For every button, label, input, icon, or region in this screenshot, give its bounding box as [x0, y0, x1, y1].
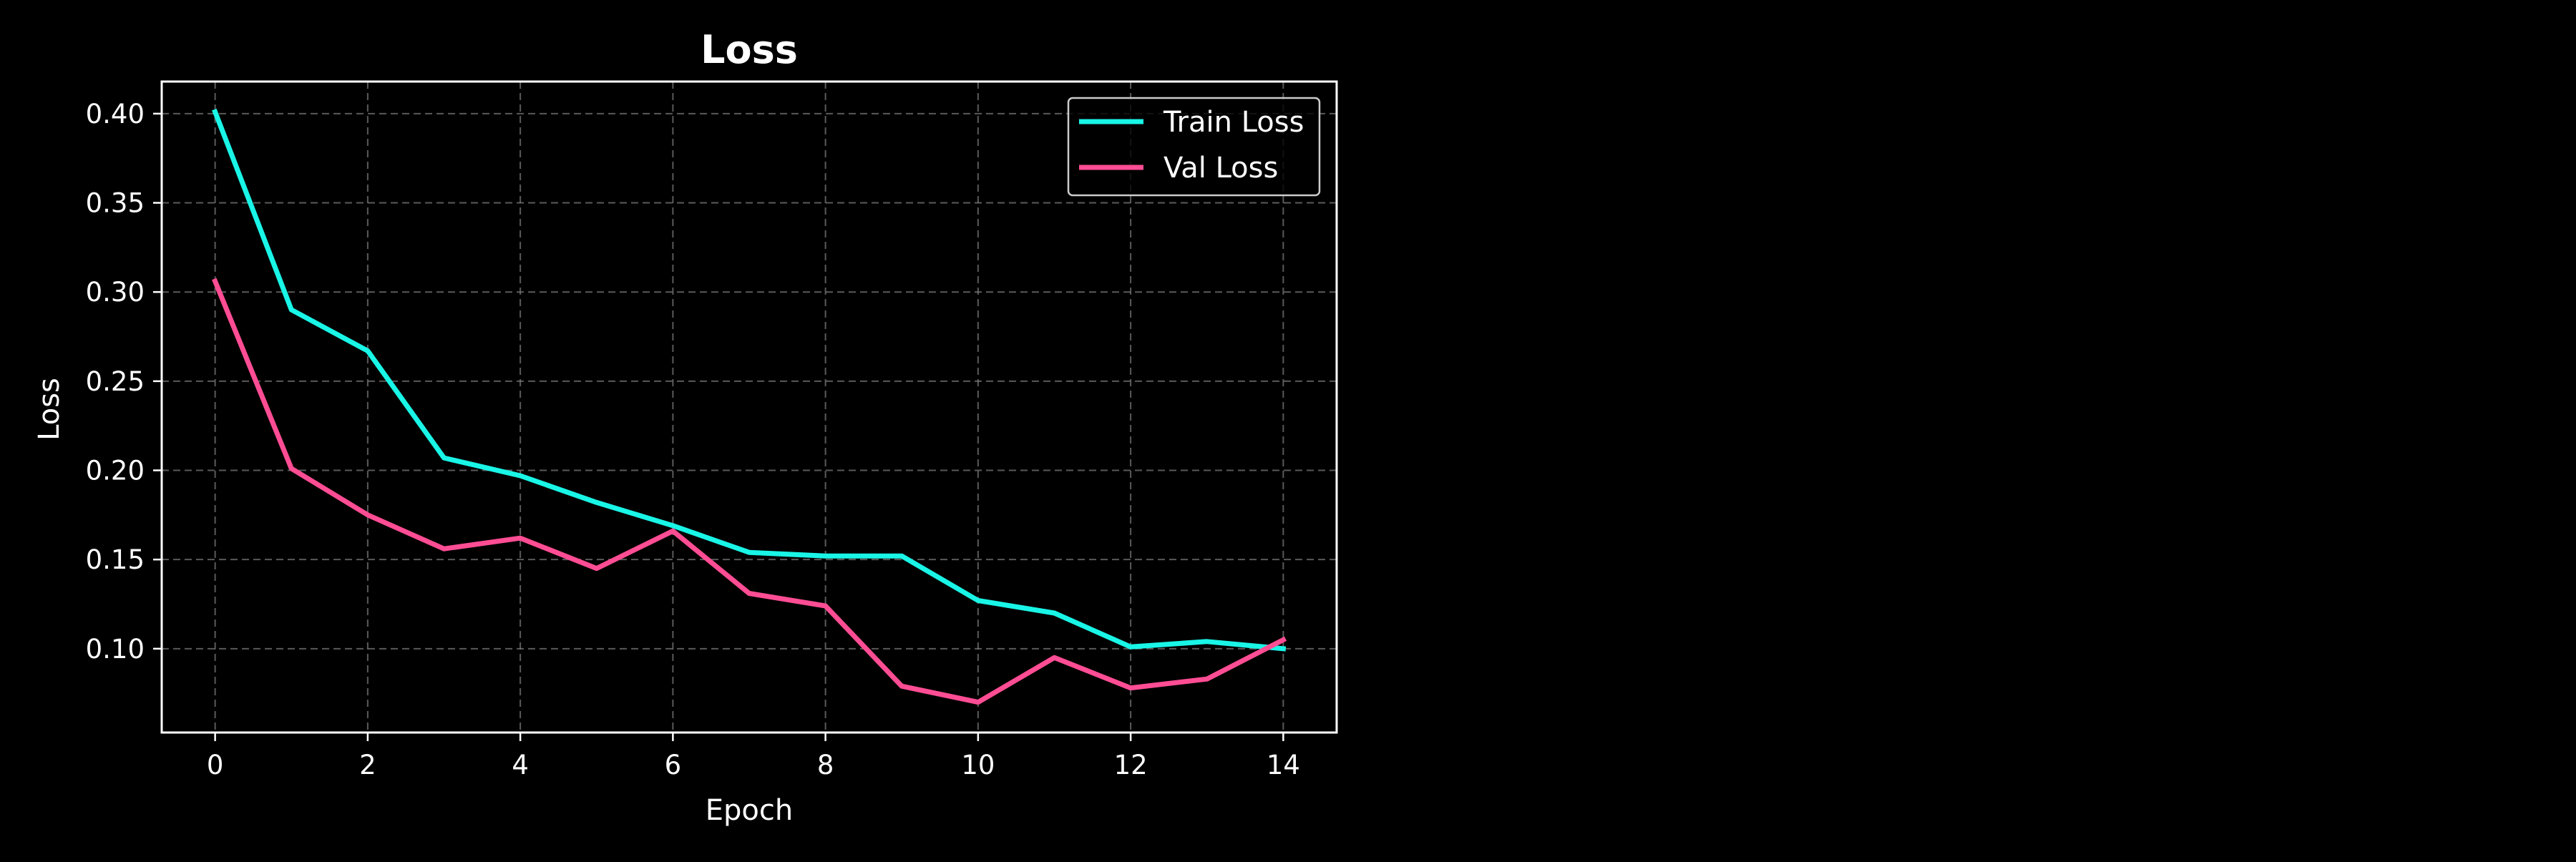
y-tick-label: 0.35: [86, 188, 145, 219]
x-axis-label: Epoch: [706, 794, 793, 827]
x-tick-label: 12: [1114, 750, 1148, 780]
x-tick-label: 4: [512, 750, 529, 780]
y-tick-label: 0.40: [86, 99, 145, 129]
y-axis-label: Loss: [33, 378, 66, 441]
series-lines: [212, 108, 1287, 705]
x-tick-label: 2: [359, 750, 376, 780]
legend: Train Loss Val Loss: [1067, 97, 1321, 197]
x-tick-label: 8: [817, 750, 834, 780]
x-tick-label: 14: [1267, 750, 1300, 780]
plot-frame: [160, 80, 1338, 734]
y-tick-label: 0.25: [86, 366, 145, 397]
series-line-train-loss: [212, 108, 1287, 652]
legend-label-val-loss: Val Loss: [1163, 152, 1278, 185]
y-tick-label: 0.10: [86, 634, 145, 665]
grid: [162, 82, 1337, 733]
x-tick-label: 6: [665, 750, 682, 780]
y-tick-label: 0.15: [86, 544, 145, 575]
legend-label-train-loss: Train Loss: [1163, 106, 1304, 139]
y-tick-label: 0.30: [86, 277, 145, 308]
chart-title: Loss: [701, 27, 798, 72]
series-line-val-loss: [212, 278, 1287, 705]
x-tick-label: 10: [961, 750, 995, 780]
axis-ticks: 0 2 4 6 8 10 12 14 0.10 0.15 0.20 0.25 0.30 0.35 0.40: [86, 99, 1300, 780]
x-tick-label: 0: [207, 750, 224, 780]
y-tick-label: 0.20: [86, 456, 145, 486]
